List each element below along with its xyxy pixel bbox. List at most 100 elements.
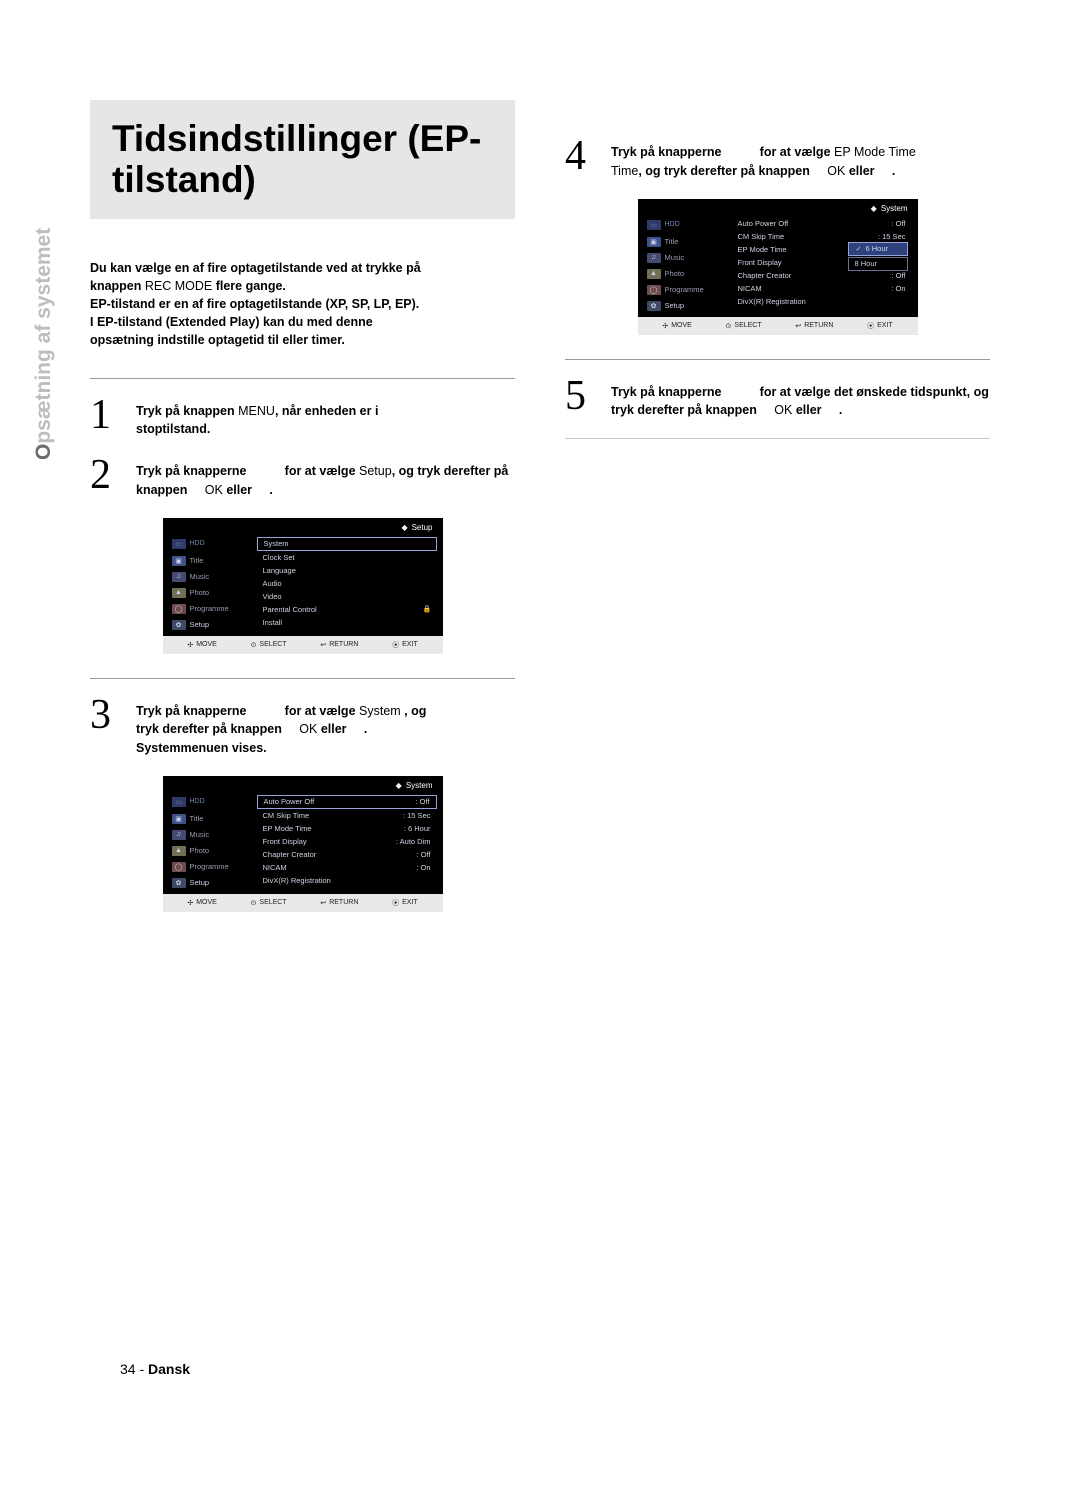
step-text: Tryk på knapperne for at vælge EP Mode T… [611, 138, 916, 181]
intro-line: I EP-tilstand (Extended Play) kan du med… [90, 315, 373, 329]
t: : 15 Sec [403, 811, 431, 820]
osd-side-item: ▣Title [169, 812, 251, 826]
t: : 15 Sec [878, 232, 906, 241]
ic: ▣ [647, 237, 661, 247]
intro-paragraph: Du kan vælge en af fire optagetilstande … [90, 259, 515, 350]
t: Clock Set [263, 553, 295, 562]
t: Photo [665, 269, 685, 278]
osd-side-item: ♫Music [169, 570, 251, 584]
t: Programme [665, 285, 704, 294]
t: Language [263, 566, 296, 575]
step-text: Tryk på knapperne for at vælge det ønske… [611, 378, 990, 421]
ic: ▣ [172, 814, 186, 824]
osd-row: Language [257, 565, 437, 577]
t: Front Display [738, 258, 782, 267]
t: Tryk på knapperne [611, 385, 721, 399]
osd-row: EP Mode Time : 6 Hour [257, 823, 437, 835]
t: HDD [665, 221, 680, 228]
t: Setup [190, 620, 210, 629]
osd-side-item: ✿Setup [644, 299, 726, 313]
t: Tryk på knapperne [136, 464, 246, 478]
ic: ▲ [172, 588, 186, 598]
exit-icon: ⦿ [867, 321, 874, 331]
osd-setup: ◆Setup ▭HDD ▣Title ♫Music ▲Photo ◯Progra… [163, 518, 443, 654]
move-icon: ✢ [662, 322, 668, 330]
t: Programme [190, 862, 229, 871]
ic: ▲ [172, 846, 186, 856]
step-2: 2 Tryk på knapperne for at vælge Setup, … [90, 457, 515, 500]
ic: ✿ [172, 878, 186, 888]
ic: ◯ [172, 862, 186, 872]
step-number: 4 [565, 138, 599, 176]
t: , og tryk derefter på knappen [638, 164, 810, 178]
t: SELECT [734, 322, 761, 329]
osd-row: Chapter Creator: Off [257, 849, 437, 861]
t: . [269, 483, 272, 497]
t: SELECT [259, 641, 286, 648]
select-icon: ⊙ [251, 899, 257, 907]
osd-row: DivX(R) Registration [257, 875, 437, 887]
t: : Off [891, 219, 905, 228]
osd-footer: ✢MOVE ⊙SELECT ↩RETURN ⦿EXIT [638, 317, 918, 335]
right-column: 4 Tryk på knapperne for at vælge EP Mode… [565, 100, 990, 936]
osd-main: Auto Power Off: Off CM Skip Time: 15 Sec… [257, 795, 437, 890]
t: Title [190, 556, 204, 565]
t: DivX(R) Registration [263, 876, 331, 885]
t: . [839, 403, 842, 417]
osd-option: 8 Hour [848, 257, 908, 271]
intro-line: Du kan vælge en af fire optagetilstande … [90, 261, 421, 275]
divider [90, 678, 515, 679]
return-icon: ↩ [795, 322, 801, 330]
osd-side-item: ◯ Programme [169, 860, 251, 874]
t: OK [827, 164, 845, 178]
t: EXIT [402, 899, 418, 906]
osd-sidebar: ▭HDD ▣Title ♫Music ▲Photo ◯Programme ✿Se… [169, 795, 251, 890]
ic: ▣ [172, 556, 186, 566]
step-menu: MENU [238, 404, 275, 418]
intro-line: knappen [90, 279, 145, 293]
page-number-label: Dansk [148, 1361, 190, 1377]
step-number: 1 [90, 397, 124, 435]
osd-title: ◆System [163, 776, 443, 792]
lock-icon: 🔒 [423, 605, 431, 612]
t: . [892, 164, 895, 178]
osd-body: ▭HDD ▣Title ♫Music ▲Photo ◯Programme ✿Se… [163, 792, 443, 894]
exit-icon: ⦿ [392, 898, 399, 908]
osd-row: DivX(R) Registration [732, 296, 912, 308]
osd-row: Chapter Creator: Off [732, 270, 912, 282]
osd-body: ▭HDD ▣Title ♫Music ▲Photo ◯Programme ✿Se… [163, 534, 443, 636]
t: Music [190, 830, 210, 839]
osd-side-item: ◯Programme [644, 283, 726, 297]
step-4: 4 Tryk på knapperne for at vælge EP Mode… [565, 138, 990, 181]
t: eller [849, 164, 875, 178]
t: for at vælge [285, 704, 356, 718]
osd-main: Auto Power Off: Off CM Skip Time: 15 Sec… [732, 218, 912, 313]
t: Chapter Creator [263, 850, 317, 859]
check-icon: ✓ [855, 245, 863, 253]
t: : Auto Dim [396, 837, 431, 846]
t: eller [226, 483, 252, 497]
ic: ✿ [647, 301, 661, 311]
osd-system: ◆System ▭HDD ▣Title ♫Music ▲Photo ◯Progr… [163, 776, 443, 912]
ic: ▲ [647, 269, 661, 279]
intro-line: flere gange. [212, 279, 286, 293]
osd-footer: ✢MOVE ⊙SELECT ↩RETURN ⦿EXIT [163, 894, 443, 912]
move-icon: ✢ [187, 899, 193, 907]
step-3: 3 Tryk på knapperne for at vælge System … [90, 697, 515, 758]
t: 8 Hour [855, 259, 878, 268]
t: MOVE [196, 641, 217, 648]
left-column: Opsætning af systemet Tidsindstillinger … [90, 100, 515, 936]
t: CM Skip Time [738, 232, 785, 241]
osd-row: Audio [257, 578, 437, 590]
osd-side-item: ◯Programme [169, 602, 251, 616]
t: for at vælge [760, 145, 831, 159]
osd-title-text: Setup [412, 523, 433, 532]
osd-title-text: System [881, 204, 908, 213]
step-text: Tryk på knappen MENU, når enheden er ist… [136, 397, 378, 440]
t: : 6 Hour [404, 824, 431, 833]
t: EP Mode Time [263, 824, 312, 833]
osd-hdd: ▭HDD [644, 218, 726, 233]
osd-row: Clock Set [257, 552, 437, 564]
osd-side-item: ▲ Photo [644, 267, 726, 281]
exit-icon: ⦿ [392, 640, 399, 650]
